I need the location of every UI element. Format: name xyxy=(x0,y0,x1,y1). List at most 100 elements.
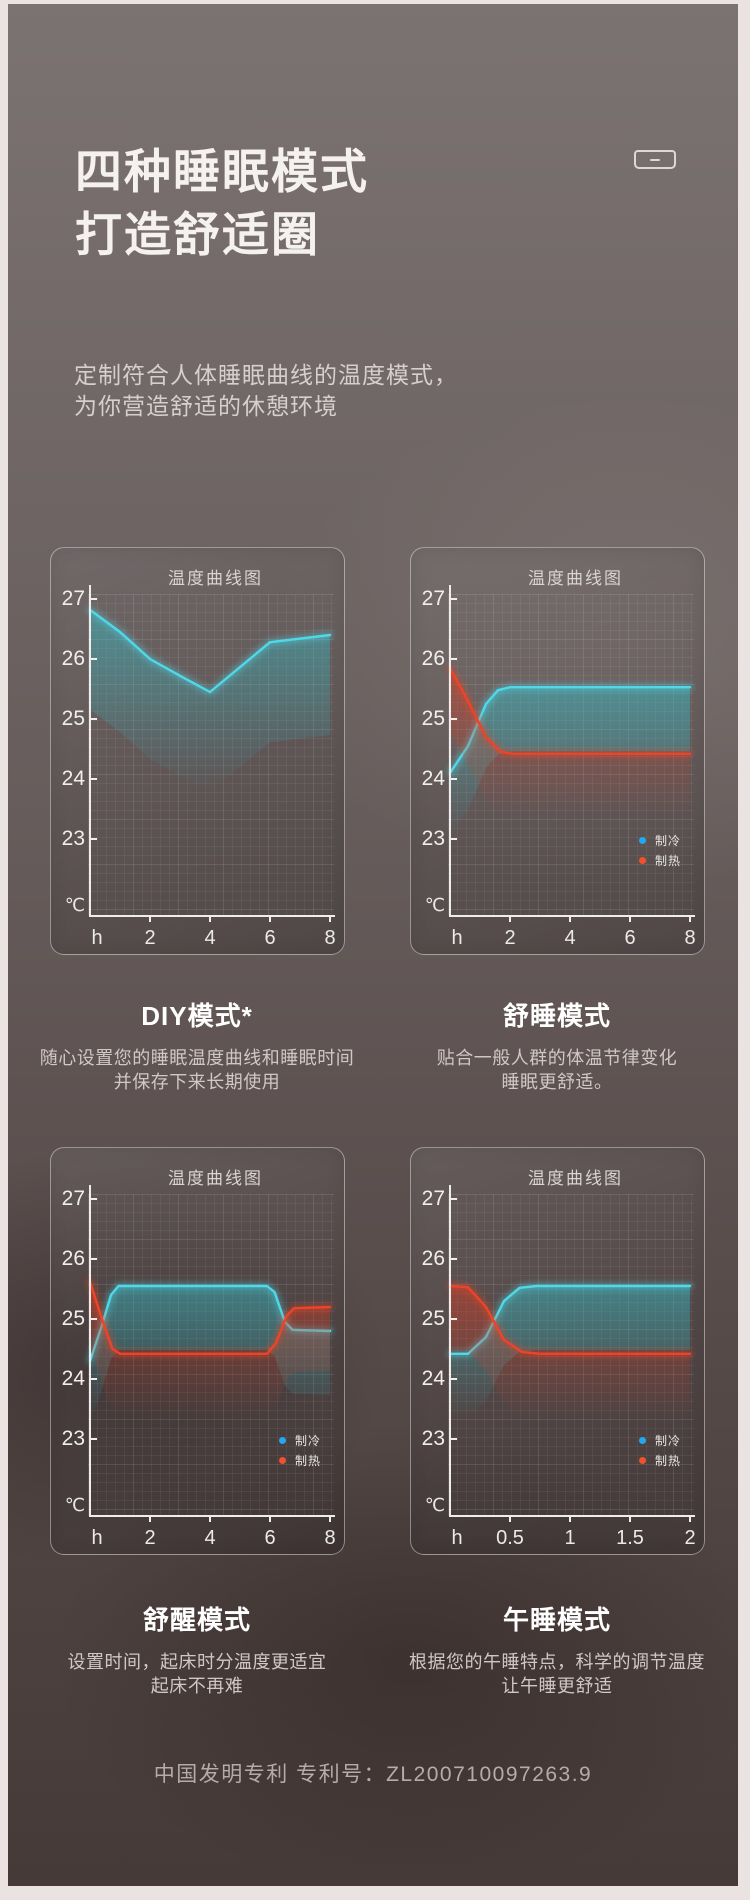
legend-dot-icon xyxy=(639,1436,646,1444)
mode-desc-line2: 并保存下来长期使用 xyxy=(113,1072,281,1092)
chart-axes xyxy=(89,585,335,922)
chart-title: 温度曲线图 xyxy=(528,569,623,588)
y-tick-label: 27 xyxy=(61,1187,85,1210)
legend-item: 制热 xyxy=(639,1450,681,1470)
legend-label: 制热 xyxy=(655,853,682,868)
mode-desc-line2: 起床不再难 xyxy=(150,1676,244,1696)
series-fill xyxy=(90,1281,330,1418)
y-tick-label: 25 xyxy=(421,1307,445,1330)
legend-item: 制热 xyxy=(639,850,681,870)
air-conditioner-icon xyxy=(634,150,676,169)
y-tick-label: 27 xyxy=(421,587,445,610)
temperature-line xyxy=(448,666,692,755)
chart-axes xyxy=(449,585,695,922)
y-tick-label: 25 xyxy=(61,1307,85,1330)
x-tick-label: 4 xyxy=(204,927,216,949)
temperature-line xyxy=(88,608,332,694)
mode-title: 舒睡模式 xyxy=(502,1001,611,1031)
y-tick-label: 27 xyxy=(421,1187,445,1210)
y-tick-label: 23 xyxy=(421,827,445,850)
legend-dot-icon xyxy=(639,856,646,864)
promo-section: 四种睡眠模式 打造舒适圈 定制符合人体睡眠曲线的温度模式， 为你营造舒适的休憩环… xyxy=(8,4,738,1886)
series-fill xyxy=(450,687,690,837)
chart-plot xyxy=(87,1185,335,1522)
chart-title: 温度曲线图 xyxy=(168,1169,263,1188)
legend-label: 制冷 xyxy=(655,833,682,848)
legend-dot-icon xyxy=(639,836,646,844)
x-tick-label: 4 xyxy=(564,927,576,949)
y-axis-unit: ℃ xyxy=(64,895,85,915)
y-axis-unit: ℃ xyxy=(424,1495,445,1515)
series-fill xyxy=(450,1286,690,1418)
chart-title: 温度曲线图 xyxy=(528,1169,623,1188)
x-tick-label: 6 xyxy=(624,927,636,949)
mode-desc-line1: 根据您的午睡特点，科学的调节温度 xyxy=(409,1652,705,1672)
x-axis-unit: h xyxy=(91,1527,103,1549)
chart-plot xyxy=(447,1185,695,1522)
legend-item: 制冷 xyxy=(639,1430,681,1450)
y-tick-label: 23 xyxy=(421,1427,445,1450)
legend-label: 制热 xyxy=(655,1453,682,1468)
x-tick-label: 1.5 xyxy=(616,1527,644,1549)
y-tick-label: 23 xyxy=(61,1427,85,1450)
chart-plot xyxy=(87,585,335,922)
chart-legend: 制冷 制热 xyxy=(639,830,681,870)
y-tick-label: 24 xyxy=(61,767,85,790)
y-tick-label: 25 xyxy=(421,707,445,730)
series-fill xyxy=(90,1286,330,1425)
x-tick-label: 1 xyxy=(564,1527,576,1549)
x-tick-label: 2 xyxy=(504,927,516,949)
chart-panel-sleep-mode: 温度曲线图 27 26 25 24 23 ℃ h 2 4 6 8 制冷 制热 xyxy=(410,547,705,955)
mode-caption-sleep: 舒睡模式 贴合一般人群的体温节律变化 睡眠更舒适。 xyxy=(377,996,737,1094)
temperature-line xyxy=(448,1284,692,1355)
mode-caption-diy: DIY模式* 随心设置您的睡眠温度曲线和睡眠时间 并保存下来长期使用 xyxy=(17,996,377,1094)
mode-desc-line2: 睡眠更舒适。 xyxy=(501,1072,613,1092)
page-title-line1: 四种睡眠模式 xyxy=(75,145,369,198)
x-tick-label: 8 xyxy=(324,1527,336,1549)
chart-axes xyxy=(449,1185,695,1522)
x-tick-label: 2 xyxy=(144,1527,156,1549)
chart-plot xyxy=(447,585,695,922)
x-tick-label: 2 xyxy=(144,927,156,949)
mode-desc-line2: 让午睡更舒适 xyxy=(501,1676,613,1696)
x-tick-label: 2 xyxy=(684,1527,696,1549)
page-subtitle-line2: 为你营造舒适的休憩环境 xyxy=(74,393,338,419)
chart-panel-nap-mode: 温度曲线图 27 26 25 24 23 ℃ h 0.5 1 1.5 2 制冷制热 xyxy=(410,1147,705,1555)
y-tick-label: 26 xyxy=(421,1247,445,1270)
series-fill xyxy=(450,1286,690,1418)
y-tick-label: 27 xyxy=(61,587,85,610)
y-tick-label: 23 xyxy=(61,827,85,850)
x-tick-label: 4 xyxy=(204,1527,216,1549)
chart-legend: 制冷制热 xyxy=(639,1430,681,1470)
y-tick-label: 24 xyxy=(421,767,445,790)
temperature-line xyxy=(448,1284,692,1355)
legend-dot-icon xyxy=(639,1456,646,1464)
legend-label: 制热 xyxy=(295,1453,322,1468)
chart-panel-wake-mode: 温度曲线图 27 26 25 24 23 ℃ h 2 4 6 8 制冷 制热 xyxy=(50,1147,345,1555)
x-tick-label: 8 xyxy=(684,927,696,949)
legend-dot-icon xyxy=(279,1456,286,1464)
x-tick-label: 6 xyxy=(264,1527,276,1549)
y-axis-unit: ℃ xyxy=(424,895,445,915)
x-axis-unit: h xyxy=(451,927,463,949)
chart-axes xyxy=(89,1185,335,1522)
legend-item: 制冷 xyxy=(639,830,681,850)
legend-dot-icon xyxy=(279,1436,286,1444)
mode-title: 午睡模式 xyxy=(502,1605,611,1635)
mode-title: 舒醒模式 xyxy=(142,1605,251,1635)
y-tick-label: 25 xyxy=(61,707,85,730)
x-tick-label: 0.5 xyxy=(496,1527,524,1549)
legend-label: 制冷 xyxy=(295,1433,322,1448)
series-fill xyxy=(450,668,690,818)
y-tick-label: 24 xyxy=(61,1367,85,1390)
mode-desc-line1: 随心设置您的睡眠温度曲线和睡眠时间 xyxy=(39,1048,355,1068)
y-tick-label: 24 xyxy=(421,1367,445,1390)
chart-title: 温度曲线图 xyxy=(168,569,263,588)
mode-caption-wake: 舒醒模式 设置时间，起床时分温度更适宜 起床不再难 xyxy=(17,1600,377,1698)
x-axis-unit: h xyxy=(451,1527,463,1549)
legend-item: 制热 xyxy=(279,1450,321,1470)
legend-item: 制冷 xyxy=(279,1430,321,1450)
mode-desc-line1: 设置时间，起床时分温度更适宜 xyxy=(67,1652,327,1672)
y-axis-unit: ℃ xyxy=(64,1495,85,1515)
page-subtitle: 定制符合人体睡眠曲线的温度模式， 为你营造舒适的休憩环境 xyxy=(74,360,458,422)
